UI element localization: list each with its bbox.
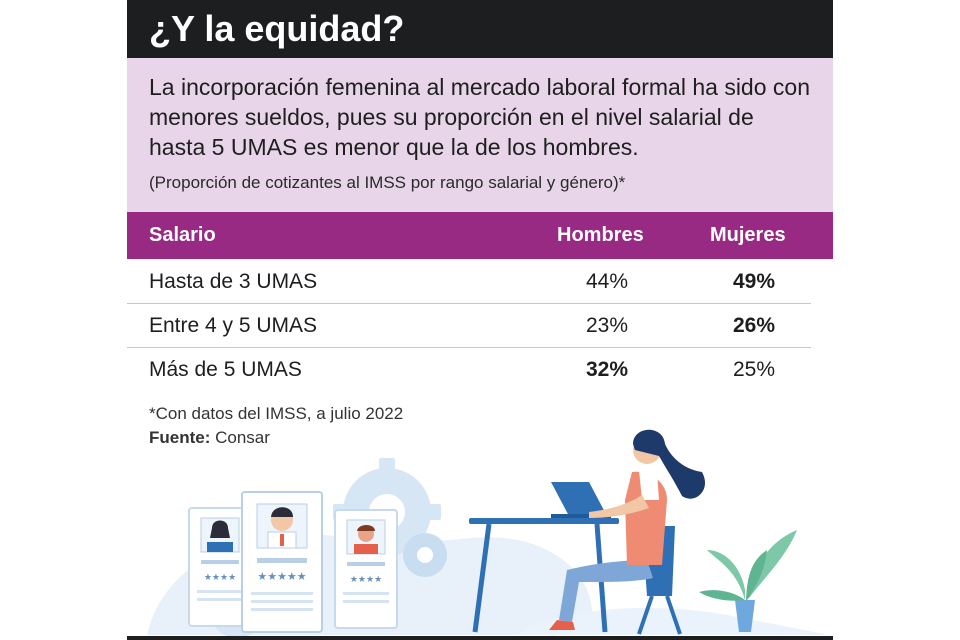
page-title: ¿Y la equidad? [127,0,833,58]
woman-at-desk-illustration [469,429,706,635]
source-label: Fuente: [149,428,211,447]
row-mujeres: 49% [732,270,776,293]
source-line: Fuente: Consar [149,427,270,449]
row-label: Hasta de 3 UMAS [149,270,318,293]
header-salario: Salario [149,224,216,246]
intro-note: (Proporción de cotizantes al IMSS por ra… [149,173,626,192]
row-hombres: 23% [585,314,629,337]
svg-text:★★★★: ★★★★ [204,572,236,582]
table-row: Más de 5 UMAS 32% 25% [127,348,811,391]
table-row: Entre 4 y 5 UMAS 23% 26% [127,304,811,348]
plant-icon [699,530,797,632]
intro-panel: La incorporación femenina al mercado lab… [127,58,833,212]
table-row: Hasta de 3 UMAS 44% 49% [127,260,811,304]
footnote: *Con datos del IMSS, a julio 2022 [149,404,404,423]
resume-card-icon: ★★★★ [334,509,398,629]
intro-text: La incorporación femenina al mercado lab… [149,74,810,160]
resume-card-icon: ★★★★★ [241,491,323,633]
header-hombres: Hombres [557,224,644,246]
gear-icon [403,533,447,577]
resume-card-icon: ★★★★ [188,507,252,627]
row-mujeres: 25% [732,358,776,381]
row-label: Más de 5 UMAS [149,358,302,381]
svg-text:★★★★: ★★★★ [350,574,382,584]
infographic-card: ¿Y la equidad? La incorporación femenina… [127,0,833,640]
bottom-rule [127,636,833,640]
row-hombres: 32% [585,358,629,381]
source-value: Consar [215,428,270,447]
hiring-illustration: ★★★★ ★★★★ ★★★★★ [147,429,827,638]
row-hombres: 44% [585,270,629,293]
row-label: Entre 4 y 5 UMAS [149,314,318,337]
table-header: Salario Hombres Mujeres [127,212,833,259]
row-mujeres: 26% [732,314,776,337]
svg-text:★★★★★: ★★★★★ [257,571,306,583]
header-mujeres: Mujeres [710,224,786,246]
